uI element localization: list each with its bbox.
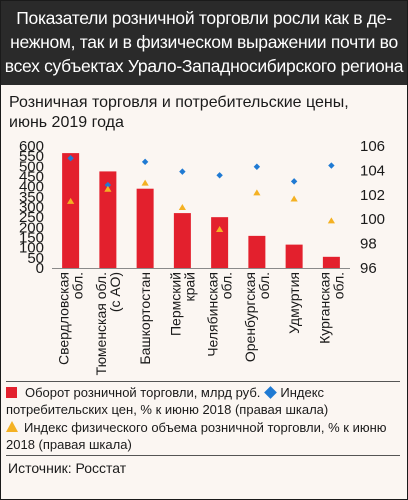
legend-top-divider	[6, 381, 400, 382]
cpi-diamond-marker	[216, 172, 223, 179]
category-label: Оренбургская	[242, 272, 258, 362]
right-axis-tick-label: 98	[360, 236, 377, 253]
bar	[248, 235, 266, 268]
left-axis-tick-label: 450	[19, 169, 44, 186]
legend-triangle-swatch	[6, 421, 18, 432]
header-title-line: нежном, так и в физическом выражении поч…	[10, 32, 398, 52]
category-label: обл.	[70, 272, 86, 299]
left-axis-tick-label: 600	[19, 138, 44, 155]
category-label: Удмуртия	[286, 272, 302, 334]
cpi-diamond-marker	[328, 162, 335, 169]
volume-triangle-marker	[216, 225, 224, 232]
category-label: Пермский	[167, 272, 183, 336]
header-title-line: всех субъектах Урало-Западносибирского р…	[4, 56, 404, 76]
header-title: Показатели розничной торговли росли как …	[1, 6, 407, 78]
cpi-diamond-marker	[290, 178, 298, 185]
legend-bar-label: Оборот розничной торговли, млрд руб.	[25, 385, 261, 400]
category-label: Башкортостан	[137, 272, 153, 365]
bar	[173, 213, 191, 268]
legend-volume-label-start: Индекс физического объема розничной торг…	[24, 420, 387, 435]
legend-row-4: 2018 (правая шкала)	[6, 436, 402, 453]
right-axis-tick-label: 106	[360, 138, 385, 155]
legend-cpi-label-end: потребительских цен, % к июню 2018 (прав…	[6, 402, 329, 417]
bar	[136, 188, 154, 268]
volume-triangle-marker	[67, 197, 75, 204]
legend-volume-label-end: 2018 (правая шкала)	[6, 437, 132, 452]
left-axis-tick-label: 50	[27, 250, 44, 267]
bar	[99, 171, 117, 268]
legend-bar-swatch	[6, 387, 17, 398]
category-label: обл.	[219, 272, 235, 299]
right-axis-tick-label: 102	[360, 187, 385, 204]
left-axis-tick-label: 500	[19, 158, 44, 175]
bar	[62, 153, 80, 268]
volume-triangle-marker	[327, 217, 335, 224]
chart-subtitle-line: Розничная торговля и потребительские цен…	[9, 94, 349, 111]
bar	[285, 244, 303, 268]
category-label: обл.	[256, 272, 272, 299]
category-label: Тюменская обл.	[93, 272, 109, 375]
left-axis-tick-label: 350	[19, 189, 44, 206]
left-axis-tick-label: 100	[19, 240, 44, 257]
category-label: обл.	[330, 272, 346, 299]
left-axis-tick-label: 150	[19, 230, 44, 247]
right-axis-tick-label: 100	[360, 211, 385, 228]
bar	[322, 256, 340, 268]
volume-triangle-marker	[253, 189, 261, 196]
chart-svg: 0501001502002503003504004505005506009698…	[19, 138, 385, 375]
left-axis-tick-label: 400	[19, 179, 44, 196]
legend-diamond-swatch	[264, 386, 278, 399]
left-axis-tick-label: 200	[19, 219, 44, 236]
legend-row-2: потребительских цен, % к июню 2018 (прав…	[6, 401, 402, 418]
category-label: край	[181, 272, 197, 302]
cpi-diamond-marker	[67, 155, 74, 162]
header-title-line: Показатели розничной торговли росли как …	[16, 8, 392, 28]
chart-subtitle-line: июнь 2019 года	[9, 114, 124, 131]
legend-cpi-label-start: Индекс	[280, 385, 325, 400]
volume-triangle-marker	[104, 185, 112, 192]
category-label: Свердловская	[56, 272, 72, 365]
cpi-diamond-marker	[179, 168, 186, 175]
category-label: Челябинская	[205, 272, 221, 357]
category-label: (с АО)	[107, 272, 123, 312]
cpi-diamond-marker	[253, 163, 261, 170]
cpi-diamond-marker	[104, 181, 112, 189]
bar	[211, 217, 229, 268]
right-axis-tick-label: 104	[360, 162, 385, 179]
legend-row-1: Оборот розничной торговли, млрд руб. Инде…	[6, 384, 402, 401]
left-axis-tick-label: 300	[19, 199, 44, 216]
left-axis-tick-label: 0	[36, 260, 44, 277]
left-axis-tick-label: 250	[19, 209, 44, 226]
legend-bottom-divider	[6, 455, 400, 456]
volume-triangle-marker	[178, 204, 186, 210]
right-axis-tick-label: 96	[360, 260, 377, 277]
volume-triangle-marker	[290, 195, 298, 202]
source-note: Источник: Росстат	[8, 460, 127, 476]
cpi-diamond-marker	[141, 158, 149, 166]
category-label: Курганская	[316, 272, 332, 344]
legend-row-3: Индекс физического объема розничной торг…	[6, 419, 402, 436]
left-axis-tick-label: 550	[19, 148, 44, 165]
chart-subtitle: Розничная торговля и потребительские цен…	[9, 93, 399, 133]
volume-triangle-marker	[141, 179, 149, 186]
header-band: Показатели розничной торговли росли как …	[1, 1, 407, 85]
